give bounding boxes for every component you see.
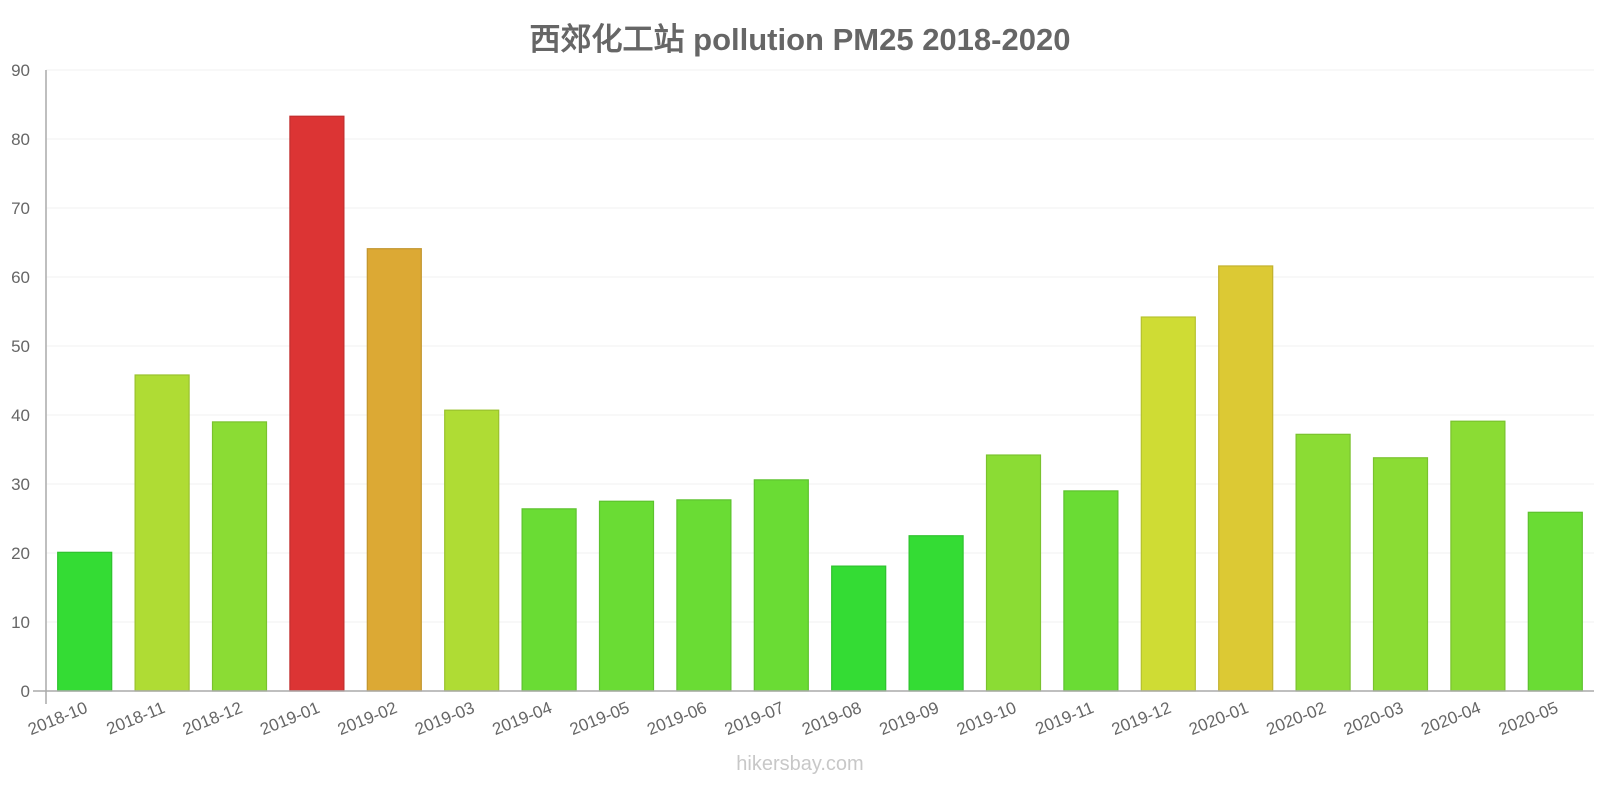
x-tick-label: 2018-11 [104, 698, 168, 739]
x-axis-ticks: 2018-10 2018-11 2018-12 2019-01 2019-02 2019-… [25, 698, 1561, 739]
x-tick-label: 2019-10 [954, 698, 1019, 739]
x-tick-label: 2019-05 [567, 698, 632, 739]
x-tick-label: 2020-05 [1496, 698, 1561, 739]
gridlines [46, 69, 1594, 623]
chart-title: 西郊化工站 pollution PM25 2018-2020 [529, 22, 1071, 57]
y-tick-label: 0 [21, 682, 30, 701]
bar-2019-08[interactable] [831, 565, 887, 692]
x-tick-label: 2019-06 [644, 698, 709, 739]
x-tick-label: 2020-01 [1186, 698, 1251, 739]
watermark: hikersbay.com [736, 753, 864, 775]
bar-2019-02[interactable] [366, 248, 422, 692]
bar-2019-05[interactable] [598, 500, 655, 692]
x-tick-label: 2019-07 [722, 698, 787, 739]
bar-2018-12[interactable] [211, 421, 268, 692]
y-tick-label: 20 [11, 544, 30, 563]
bar-2020-01[interactable] [1218, 265, 1274, 692]
bar-2019-11[interactable] [1063, 490, 1119, 692]
y-axis-ticks: 0 10 20 30 40 50 60 70 80 90 [11, 61, 30, 701]
x-tick-label: 2019-12 [1109, 698, 1174, 739]
bar-2019-06[interactable] [676, 499, 732, 692]
y-tick-label: 70 [11, 199, 30, 218]
bar-2019-12[interactable] [1140, 316, 1196, 692]
bar-2019-09[interactable] [908, 535, 964, 692]
bar-2018-10[interactable] [57, 551, 113, 692]
y-tick-label: 50 [11, 337, 30, 356]
bar-2019-03[interactable] [444, 409, 500, 692]
y-tick-label: 10 [11, 613, 30, 632]
x-tick-label: 2020-03 [1341, 698, 1406, 739]
x-tick-label: 2019-09 [877, 698, 942, 739]
x-tick-label: 2019-11 [1033, 698, 1097, 739]
bar-2020-04[interactable] [1450, 420, 1506, 692]
x-tick-label: 2018-10 [25, 698, 90, 739]
x-tick-label: 2019-03 [412, 698, 477, 739]
x-tick-label: 2019-02 [335, 698, 400, 739]
y-tick-label: 80 [11, 130, 30, 149]
bar-2020-03[interactable] [1372, 457, 1429, 692]
y-tick-label: 40 [11, 406, 30, 425]
y-tick-label: 60 [11, 268, 30, 287]
bar-2020-02[interactable] [1295, 433, 1351, 692]
bar-2019-04[interactable] [521, 508, 577, 692]
bars [57, 115, 1583, 692]
bar-2019-01[interactable] [289, 115, 345, 692]
y-tick-label: 90 [11, 61, 30, 80]
x-tick-label: 2019-04 [490, 698, 555, 739]
bar-2020-05[interactable] [1527, 511, 1583, 692]
y-tick-label: 30 [11, 475, 30, 494]
bar-2019-10[interactable] [985, 454, 1042, 692]
x-tick-label: 2020-04 [1418, 698, 1483, 739]
x-tick-label: 2019-08 [799, 698, 864, 739]
bar-2019-07[interactable] [753, 479, 809, 692]
x-tick-label: 2019-01 [257, 698, 322, 739]
x-tick-label: 2020-02 [1264, 698, 1329, 739]
x-tick-label: 2018-12 [180, 698, 245, 739]
bar-2018-11[interactable] [134, 374, 190, 692]
